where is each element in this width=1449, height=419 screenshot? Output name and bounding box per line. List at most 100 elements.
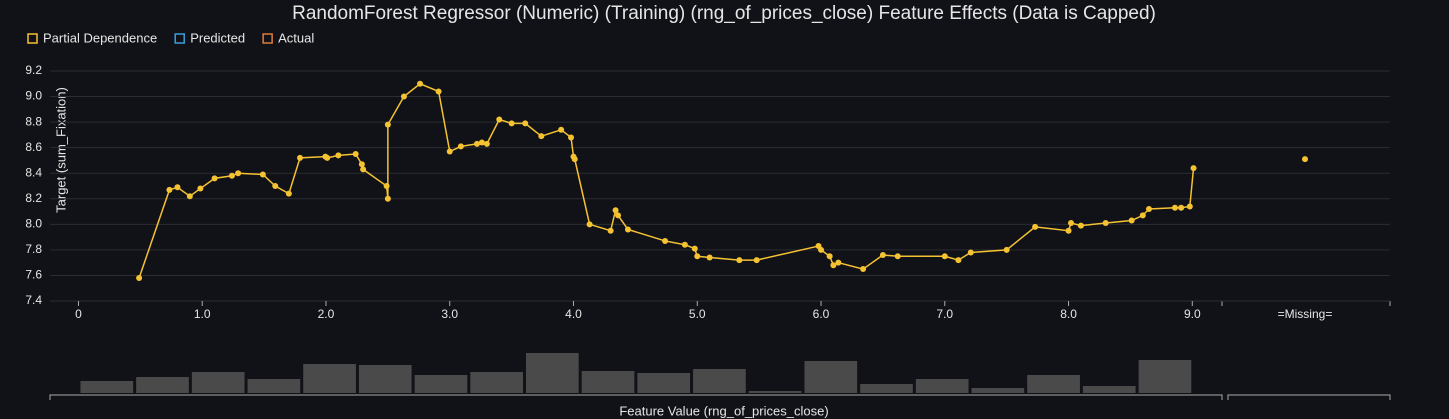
histogram-bar (1138, 360, 1192, 393)
point (558, 126, 565, 133)
point (400, 93, 407, 100)
point (894, 253, 901, 260)
y-tick-label: 9.2 (25, 63, 42, 77)
y-tick-label: 8.8 (25, 114, 42, 128)
histogram-bar (1027, 375, 1080, 393)
point (358, 161, 365, 168)
y-tick-label: 8.4 (25, 165, 42, 179)
point (496, 116, 503, 123)
histogram-bar (748, 391, 802, 393)
y-tick-label: 7.8 (25, 242, 42, 256)
point (624, 226, 631, 233)
point (830, 262, 837, 269)
y-tick-label: 8.0 (25, 217, 42, 231)
x-tick-label: 6.0 (813, 307, 830, 321)
point (967, 249, 974, 256)
histogram-bar (414, 375, 468, 393)
point (607, 227, 614, 234)
x-tick-label: 0 (75, 307, 82, 321)
x-tick-label: 9.0 (1184, 307, 1201, 321)
legend-swatch (262, 33, 273, 44)
point (1128, 217, 1135, 224)
point (186, 193, 193, 200)
point (285, 190, 292, 197)
point (324, 154, 331, 161)
point (457, 143, 464, 150)
x-tick-label: 3.0 (441, 307, 458, 321)
point (1190, 165, 1197, 172)
point (235, 170, 242, 177)
histogram-bar (637, 373, 691, 393)
histogram-bar (136, 377, 189, 393)
point (352, 151, 359, 158)
point (360, 166, 367, 173)
point (296, 154, 303, 161)
point (1186, 203, 1193, 210)
point (586, 221, 593, 228)
point (228, 172, 235, 179)
point (384, 121, 391, 128)
point (384, 195, 391, 202)
point (1032, 223, 1039, 230)
legend-swatch (174, 33, 185, 44)
point (166, 186, 173, 193)
x-tick-label: 2.0 (318, 307, 335, 321)
point (435, 88, 442, 95)
point (1003, 246, 1010, 253)
histogram-axis (49, 394, 1391, 400)
histogram-bar (247, 379, 301, 393)
point (681, 241, 688, 248)
histogram-bar (191, 372, 245, 393)
point (568, 134, 575, 141)
x-axis-label: Feature Value (rng_of_prices_close) (619, 403, 828, 418)
line (138, 82, 1195, 279)
y-tick-label: 8.6 (25, 140, 42, 154)
y-axis-label: Target (sum_Fixation) (53, 87, 68, 213)
x-tick-label: 5.0 (689, 307, 706, 321)
x-tick-label: 4.0 (565, 307, 582, 321)
legend-label: Predicted (190, 30, 245, 45)
point (272, 183, 279, 189)
point (483, 140, 490, 147)
histogram-bar (693, 369, 746, 393)
point (706, 254, 713, 261)
point (1171, 204, 1178, 211)
point (478, 139, 485, 146)
point (174, 184, 181, 191)
point (860, 266, 867, 273)
x-tick-label: 8.0 (1060, 307, 1077, 321)
point (736, 257, 743, 264)
histogram-bar (470, 372, 523, 393)
legend-swatch (27, 33, 38, 44)
point (1178, 204, 1185, 211)
x-tick-label: =Missing= (1278, 307, 1333, 321)
point (211, 175, 218, 182)
point (197, 185, 204, 192)
y-tick-label: 8.2 (25, 191, 42, 205)
point (1065, 227, 1072, 234)
point (941, 253, 948, 260)
point (473, 140, 480, 147)
histogram-bar (971, 388, 1025, 393)
legend-label: Actual (278, 30, 314, 45)
point (662, 237, 669, 244)
x-tick-label: 1.0 (194, 307, 211, 321)
point (826, 253, 833, 260)
point (335, 152, 342, 159)
point (136, 275, 143, 281)
point (691, 245, 698, 252)
point (694, 253, 701, 260)
histogram-bar (581, 371, 635, 393)
point (538, 133, 545, 140)
y-tick-label: 7.6 (25, 268, 42, 282)
point (259, 171, 266, 178)
point (417, 80, 424, 87)
point (1145, 206, 1152, 212)
histogram-bar (80, 381, 134, 393)
point (955, 257, 962, 264)
x-tick-label: 7.0 (936, 307, 953, 321)
point (1102, 220, 1109, 227)
point (446, 148, 453, 155)
